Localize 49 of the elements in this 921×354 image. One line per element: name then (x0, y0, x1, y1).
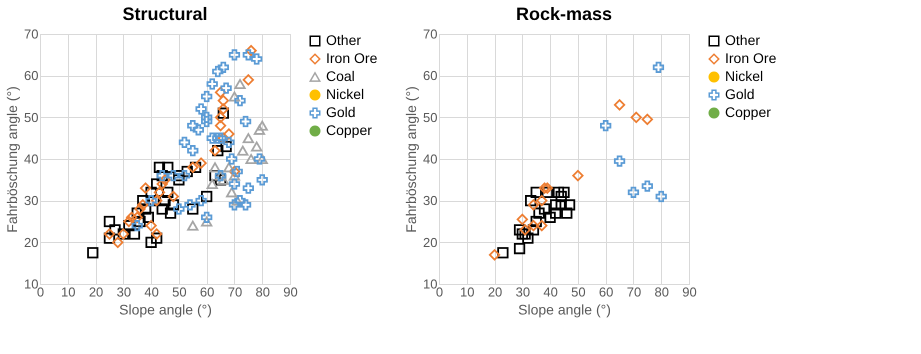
x-tick-label: 0 (36, 284, 44, 300)
legend-label: Nickel (326, 86, 364, 102)
x-tick-label: 70 (228, 284, 242, 300)
chart-title: Rock-mass (516, 4, 612, 24)
x-tick-label: 60 (200, 284, 214, 300)
y-tick-label: 70 (423, 26, 438, 42)
x-tick-label: 0 (436, 284, 444, 300)
legend-label: Coal (326, 68, 355, 84)
y-tick-label: 20 (24, 234, 38, 250)
x-tick-label: 40 (543, 284, 558, 300)
y-tick-label: 70 (24, 26, 38, 42)
x-tick-label: 90 (682, 284, 697, 300)
y-tick-label: 30 (423, 193, 438, 208)
y-tick-label: 50 (423, 110, 438, 125)
legend-label: Other (326, 32, 362, 48)
y-tick-label: 40 (24, 152, 38, 166)
legend-label: Gold (725, 86, 755, 102)
y-tick-label: 60 (423, 68, 438, 84)
x-tick-label: 80 (654, 284, 669, 300)
legend-label: Iron Ore (326, 50, 378, 66)
x-tick-label: 90 (283, 284, 298, 300)
y-tick-label: 20 (423, 234, 438, 250)
x-axis-title: Slope angle (°) (518, 302, 611, 318)
chart-title: Structural (122, 4, 208, 24)
x-tick-label: 10 (61, 284, 76, 300)
legend-label: Nickel (725, 68, 764, 84)
y-axis-title: Fahrböschung angle (°) (4, 86, 20, 233)
x-tick-label: 30 (116, 284, 132, 300)
x-tick-label: 20 (488, 284, 502, 300)
x-tick-label: 40 (144, 284, 159, 300)
x-tick-label: 30 (516, 284, 530, 300)
legend-label: Gold (326, 104, 356, 120)
x-tick-label: 80 (255, 284, 270, 300)
x-tick-label: 10 (460, 284, 475, 300)
legend-label: Other (725, 32, 760, 48)
x-tick-label: 70 (626, 284, 642, 300)
legend-label: Copper (725, 104, 772, 120)
y-tick-label: 40 (423, 152, 438, 166)
y-tick-label: 60 (24, 68, 38, 84)
y-tick-label: 50 (24, 110, 38, 125)
x-tick-label: 60 (598, 284, 614, 300)
y-axis-title: Fahrböschung angle (°) (403, 86, 420, 233)
y-tick-label: 30 (24, 193, 38, 208)
x-tick-label: 50 (172, 284, 187, 300)
x-tick-label: 20 (88, 284, 104, 300)
legend-label: Copper (326, 122, 372, 138)
x-tick-label: 50 (571, 284, 586, 300)
legend-label: Iron Ore (725, 50, 777, 66)
x-axis-title: Slope angle (°) (119, 302, 212, 318)
